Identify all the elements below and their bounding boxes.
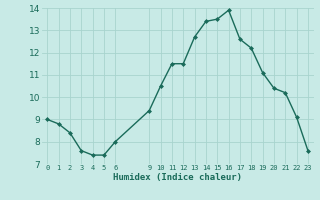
X-axis label: Humidex (Indice chaleur): Humidex (Indice chaleur) (113, 173, 242, 182)
